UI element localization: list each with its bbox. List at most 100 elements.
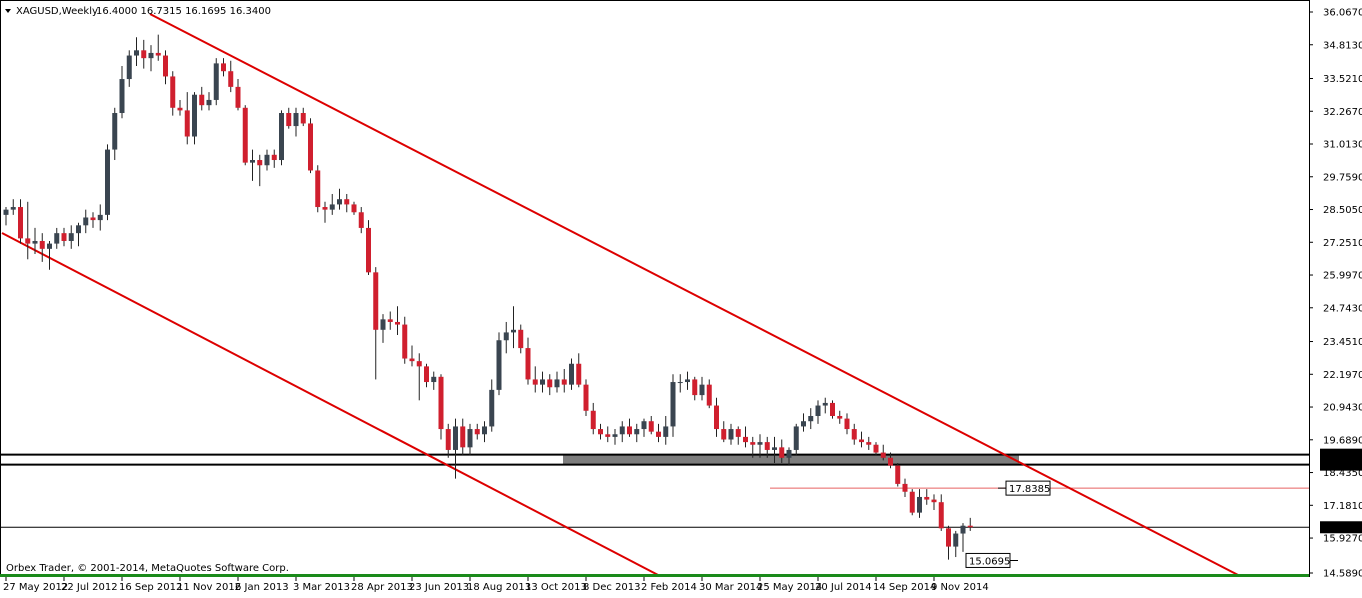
candle[interactable] <box>395 306 400 336</box>
candle[interactable] <box>68 225 74 249</box>
candle[interactable] <box>228 60 234 93</box>
candle[interactable] <box>619 421 625 443</box>
candle[interactable] <box>286 107 292 129</box>
candle[interactable] <box>184 92 190 145</box>
candle[interactable] <box>757 434 763 458</box>
candle[interactable] <box>25 201 31 260</box>
candle[interactable] <box>902 478 908 497</box>
candle[interactable] <box>32 227 38 255</box>
candle[interactable] <box>112 107 118 161</box>
candle[interactable] <box>155 34 161 61</box>
candle[interactable] <box>105 144 110 221</box>
candle[interactable] <box>235 79 241 111</box>
candle[interactable] <box>837 410 843 424</box>
candle[interactable] <box>540 371 545 393</box>
candle[interactable] <box>453 418 458 479</box>
candle[interactable] <box>351 201 357 215</box>
candle[interactable] <box>750 436 756 458</box>
candle[interactable] <box>699 376 705 401</box>
candle[interactable] <box>569 358 574 390</box>
collapse-arrow-icon[interactable] <box>5 9 11 13</box>
candle[interactable] <box>641 418 647 437</box>
candle[interactable] <box>656 423 661 443</box>
candle[interactable] <box>438 374 444 440</box>
candle[interactable] <box>163 50 168 85</box>
candle[interactable] <box>924 489 930 505</box>
candle[interactable] <box>917 489 922 518</box>
candle[interactable] <box>97 204 103 231</box>
candle[interactable] <box>634 423 640 443</box>
candle[interactable] <box>271 149 277 168</box>
candle[interactable] <box>199 86 205 111</box>
candle[interactable] <box>547 374 553 396</box>
candle[interactable] <box>793 423 799 456</box>
candle[interactable] <box>3 207 9 226</box>
candle[interactable] <box>373 267 379 380</box>
candle[interactable] <box>192 92 197 145</box>
candle[interactable] <box>946 525 951 560</box>
candle[interactable] <box>445 423 451 458</box>
candle[interactable] <box>47 240 52 270</box>
candle[interactable] <box>844 413 850 435</box>
candle[interactable] <box>344 193 350 213</box>
candle[interactable] <box>866 436 872 450</box>
candle[interactable] <box>648 415 654 435</box>
candle[interactable] <box>714 397 719 437</box>
candle[interactable] <box>293 107 299 137</box>
candle[interactable] <box>888 452 893 469</box>
candle[interactable] <box>431 371 437 390</box>
candle[interactable] <box>670 374 676 437</box>
candle[interactable] <box>880 444 886 461</box>
candle[interactable] <box>706 379 712 409</box>
candle[interactable] <box>300 107 306 127</box>
candle[interactable] <box>518 324 524 354</box>
candle[interactable] <box>83 209 89 234</box>
channel-line[interactable] <box>149 13 1241 577</box>
candle[interactable] <box>279 110 284 166</box>
candle[interactable] <box>39 233 45 262</box>
candle[interactable] <box>54 227 60 249</box>
candle[interactable] <box>257 154 263 187</box>
candle[interactable] <box>496 332 502 396</box>
candle[interactable] <box>424 363 429 388</box>
candle[interactable] <box>779 439 785 464</box>
candle[interactable] <box>953 530 959 558</box>
candle[interactable] <box>728 423 734 445</box>
candle[interactable] <box>76 222 81 247</box>
candle[interactable] <box>10 199 16 215</box>
candle[interactable] <box>605 426 611 443</box>
candle[interactable] <box>583 379 589 416</box>
candle[interactable] <box>177 99 183 116</box>
candle[interactable] <box>859 431 864 448</box>
candle[interactable] <box>721 421 727 443</box>
candle[interactable] <box>264 149 270 171</box>
candle[interactable] <box>322 201 328 223</box>
candle[interactable] <box>482 421 487 443</box>
candle[interactable] <box>358 207 364 234</box>
candle[interactable] <box>503 321 509 354</box>
candle[interactable] <box>561 368 567 393</box>
candle[interactable] <box>402 316 408 364</box>
candle[interactable] <box>938 494 944 531</box>
candle[interactable] <box>772 436 777 464</box>
candle[interactable] <box>786 447 792 466</box>
candle[interactable] <box>830 400 835 419</box>
candle[interactable] <box>967 517 973 531</box>
candle[interactable] <box>489 379 495 432</box>
candle[interactable] <box>61 227 67 247</box>
candle[interactable] <box>90 212 96 228</box>
candle[interactable] <box>416 353 422 401</box>
candle[interactable] <box>126 50 132 87</box>
candle[interactable] <box>851 423 857 445</box>
candle[interactable] <box>895 463 901 487</box>
candle[interactable] <box>960 523 966 552</box>
candle[interactable] <box>909 489 915 516</box>
candle[interactable] <box>308 118 313 174</box>
candle[interactable] <box>474 423 480 440</box>
candle[interactable] <box>467 423 473 456</box>
candle[interactable] <box>873 442 879 456</box>
candle[interactable] <box>532 366 538 393</box>
candle[interactable] <box>590 402 596 435</box>
candle[interactable] <box>206 92 212 111</box>
